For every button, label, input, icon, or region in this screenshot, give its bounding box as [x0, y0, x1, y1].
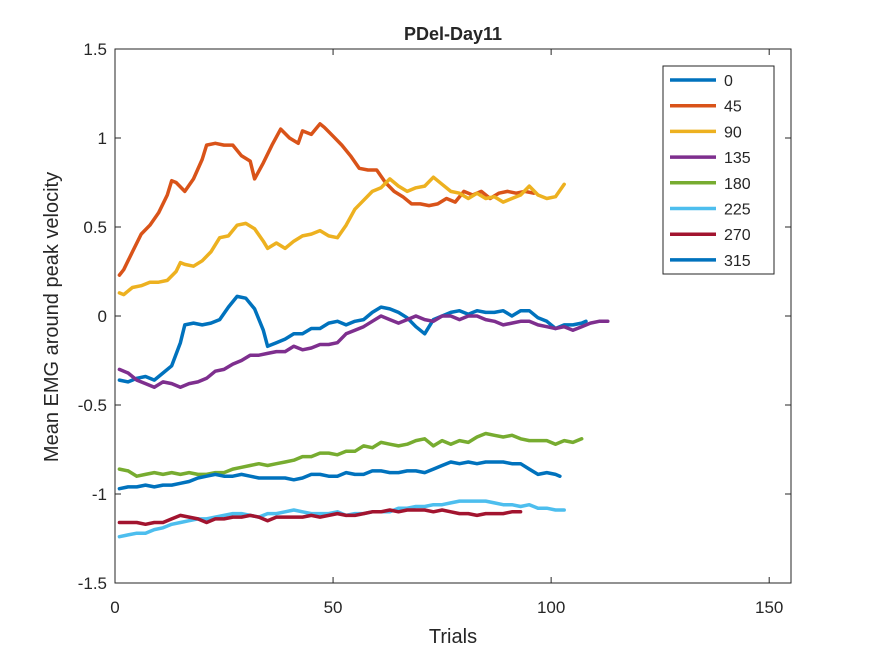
series-line-90	[117, 175, 566, 297]
x-tick-label: 50	[324, 598, 343, 617]
series-line-270	[117, 508, 523, 527]
legend-box	[662, 65, 775, 275]
series-layer	[117, 122, 610, 539]
legend-label-315: 315	[724, 253, 751, 270]
legend-label-90: 90	[724, 124, 742, 141]
y-tick-label: 1.5	[83, 40, 107, 59]
x-tick-label: 150	[755, 598, 783, 617]
x-tick-label: 100	[537, 598, 565, 617]
chart-title: PDel-Day11	[404, 24, 502, 44]
y-tick-label: 0.5	[83, 218, 107, 237]
x-tick-label: 0	[110, 598, 119, 617]
y-tick-label: -0.5	[78, 396, 107, 415]
y-axis-label: Mean EMG around peak velocity	[41, 172, 63, 462]
y-tick-label: 0	[98, 307, 107, 326]
x-axis-label: Trials	[429, 626, 477, 648]
y-tick-label: -1.5	[78, 574, 107, 593]
series-line-135	[117, 314, 610, 389]
series-line-0	[117, 294, 588, 384]
series-line-180	[117, 431, 584, 478]
series-line-45	[117, 122, 536, 277]
y-tick-label: 1	[98, 129, 107, 148]
legend: 0 45 90 135 180 225 270 315	[662, 65, 775, 275]
y-tick-label: -1	[92, 485, 107, 504]
legend-label-225: 225	[724, 202, 751, 219]
legend-label-45: 45	[724, 99, 742, 116]
legend-label-135: 135	[724, 150, 751, 167]
series-line-315	[117, 460, 562, 491]
legend-label-0: 0	[724, 73, 733, 90]
tick-layer: 0 50 100 150 -1.5 -1 -0.5 0 0.5 1 1.5	[78, 40, 791, 617]
legend-label-270: 270	[724, 227, 751, 244]
legend-label-180: 180	[724, 176, 751, 193]
